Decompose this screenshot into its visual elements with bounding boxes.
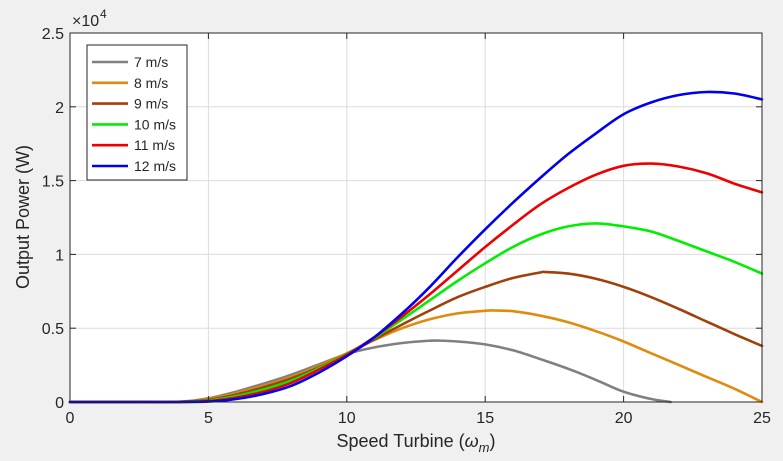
x-tick-label: 15 xyxy=(476,410,494,427)
legend: 7 m/s 8 m/s 9 m/s 10 m/s 11 m/s 12 m/s xyxy=(86,44,188,181)
y-tick-label: 1.5 xyxy=(42,174,64,191)
axes-frame xyxy=(69,32,763,403)
y-tick-label: 1 xyxy=(55,247,64,264)
x-axis-label-subscript: m xyxy=(479,440,490,455)
y-axis-label: Output Power (W) xyxy=(13,145,33,289)
x-tick-label: 25 xyxy=(753,410,771,427)
x-axis-label-symbol: ω xyxy=(465,431,479,451)
x-axis-label: Speed Turbine (ωm) xyxy=(337,431,496,455)
legend-label-6: 12 m/s xyxy=(134,158,176,174)
legend-label-3: 9 m/s xyxy=(134,96,168,112)
legend-label-1: 7 m/s xyxy=(134,54,168,70)
y-tick-label: 0.5 xyxy=(42,321,64,338)
legend-label-2: 8 m/s xyxy=(134,75,168,91)
series-line-2 xyxy=(68,309,764,404)
x-tick-label: 10 xyxy=(338,410,356,427)
y-exponent-power: 4 xyxy=(100,7,107,21)
y-tick-label: 0 xyxy=(55,395,64,412)
x-axis-label-close: ) xyxy=(489,431,495,451)
x-axis-label-main: Speed Turbine ( xyxy=(337,431,465,451)
y-tick-label: 2.5 xyxy=(42,26,64,43)
legend-box xyxy=(86,44,188,181)
y-tick-label: 2 xyxy=(55,100,64,117)
x-tick-label: 20 xyxy=(615,410,633,427)
y-exponent-base: ×10 xyxy=(72,13,99,30)
legend-label-5: 11 m/s xyxy=(134,137,175,153)
series-lines xyxy=(68,90,764,404)
legend-label-4: 10 m/s xyxy=(134,116,176,132)
series-line-4 xyxy=(68,222,764,404)
series-line-6 xyxy=(68,90,764,404)
axis-ticks: 0 5 10 15 20 25 0 0.5 1 1.5 2 2.5 xyxy=(42,26,771,427)
x-tick-label: 0 xyxy=(66,410,75,427)
series-line-3 xyxy=(68,270,764,404)
x-tick-label: 5 xyxy=(204,410,213,427)
